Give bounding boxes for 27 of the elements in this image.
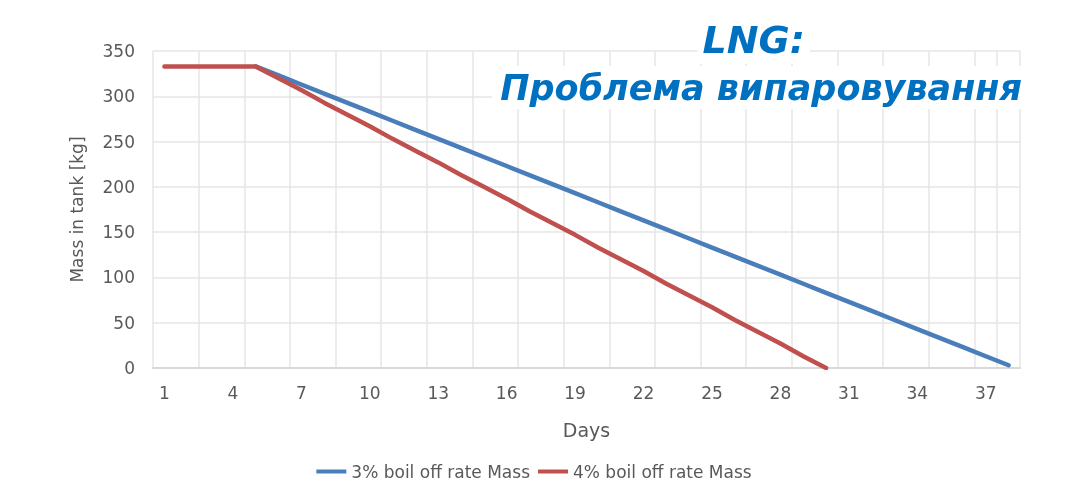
x-tick-label: 28 bbox=[769, 382, 792, 403]
y-tick-label: 300 bbox=[102, 86, 135, 107]
x-tick-label: 34 bbox=[906, 382, 929, 403]
x-tick-label: 13 bbox=[427, 382, 450, 403]
legend-label: 3% boil off rate Mass bbox=[351, 461, 531, 482]
x-tick-label: 22 bbox=[632, 382, 655, 403]
y-tick-label: 100 bbox=[102, 267, 135, 288]
y-tick-label: 150 bbox=[102, 222, 135, 243]
y-tick-label: 0 bbox=[124, 358, 135, 378]
x-tick-label: 25 bbox=[701, 382, 723, 403]
y-tick-label: 250 bbox=[102, 131, 135, 152]
y-tick-label: 350 bbox=[102, 41, 135, 61]
x-tick-label: 19 bbox=[564, 382, 586, 403]
x-tick-label: 4 bbox=[227, 382, 239, 403]
x-tick-label: 1 bbox=[158, 382, 170, 403]
text: Проблема випаровування bbox=[500, 67, 1023, 108]
chart-title: LNG: bbox=[702, 18, 805, 62]
x-tick-label: 31 bbox=[838, 382, 860, 403]
y-axis-title: Mass in tank [kg] bbox=[66, 136, 87, 283]
x-tick-label: 10 bbox=[358, 382, 381, 403]
y-tick-label: 50 bbox=[113, 312, 135, 333]
x-tick-label: 7 bbox=[295, 382, 307, 403]
x-axis-title: Days bbox=[562, 418, 611, 441]
x-tick-label: 16 bbox=[495, 382, 518, 403]
x-tick-label: 37 bbox=[974, 382, 997, 403]
y-tick-label: 200 bbox=[102, 176, 135, 197]
legend-label: 4% boil off rate Mass bbox=[573, 461, 752, 482]
